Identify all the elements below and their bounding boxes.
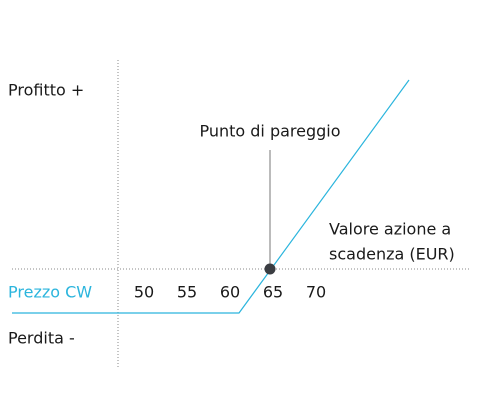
x-tick-label: 55 — [177, 283, 197, 302]
x-tick-label: 60 — [220, 283, 240, 302]
loss-label: Perdita - — [8, 329, 75, 348]
x-ticks: 50 55 60 65 70 — [134, 283, 326, 302]
underlying-label: scadenza (EUR) — [329, 245, 455, 264]
x-tick-label: 65 — [263, 283, 283, 302]
x-tick-label: 50 — [134, 283, 154, 302]
breakeven-label: Punto di pareggio — [199, 122, 340, 141]
breakeven-point — [264, 263, 276, 275]
profit-label: Profitto + — [8, 81, 84, 100]
price-label: Prezzo CW — [8, 283, 92, 302]
payoff-line — [12, 79, 410, 314]
x-tick-label: 70 — [306, 283, 326, 302]
underlying-label: Valore azione a — [329, 220, 451, 239]
